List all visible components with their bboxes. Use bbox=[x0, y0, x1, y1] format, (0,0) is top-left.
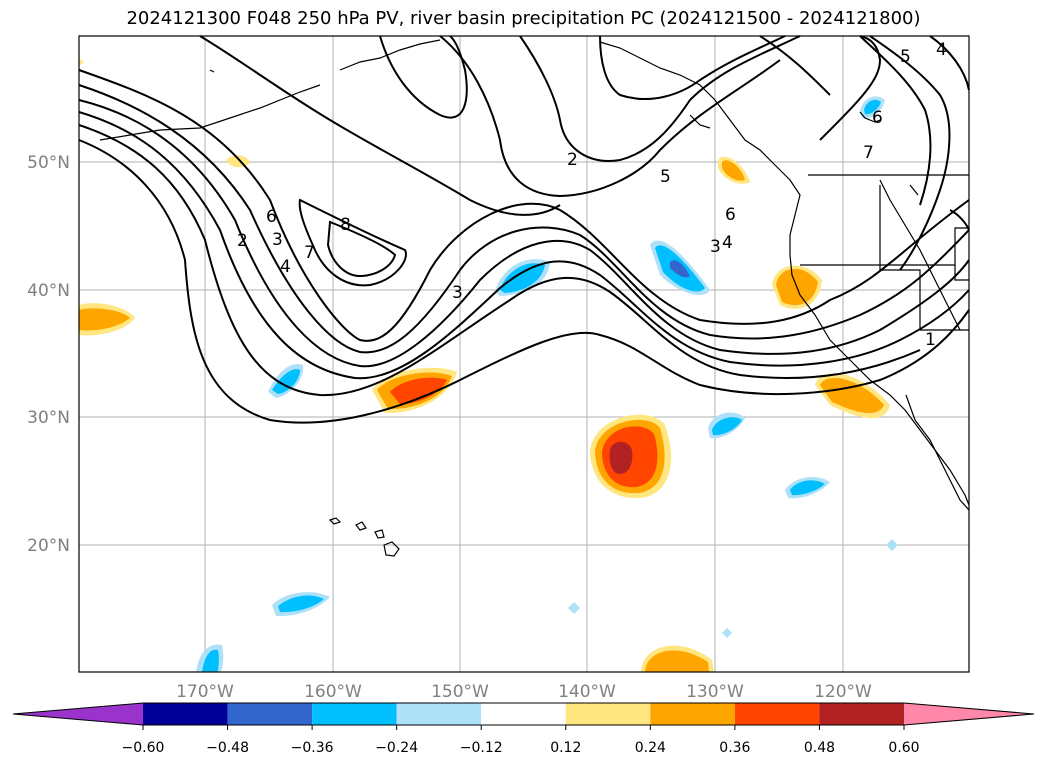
pv-contours bbox=[78, 35, 970, 424]
shade-neg-d2 bbox=[712, 417, 742, 436]
shade-pos-h bbox=[226, 155, 250, 168]
graticule bbox=[79, 36, 969, 672]
lon-tick-label: 120°W bbox=[814, 682, 872, 702]
contour-label: 7 bbox=[863, 143, 874, 163]
lon-tick-label: 130°W bbox=[686, 682, 744, 702]
shade-neg-c3 bbox=[670, 260, 690, 278]
lon-tick-label: 150°W bbox=[431, 682, 489, 702]
contour-label: 4 bbox=[280, 257, 291, 277]
colorbar-tick-label: 0.48 bbox=[804, 740, 835, 756]
shade-pos-a2 bbox=[79, 308, 130, 331]
colorbar-tick-label: 0.60 bbox=[888, 740, 919, 756]
shade-neg-h2 bbox=[864, 99, 881, 115]
shade-pos-d2 bbox=[645, 650, 709, 672]
colorbar-tick-label: 0.12 bbox=[550, 740, 581, 756]
colorbar-bin bbox=[227, 703, 313, 725]
shade-neg-b2 bbox=[500, 263, 545, 293]
colorbar-bin bbox=[565, 703, 651, 725]
contour-label: 4 bbox=[936, 40, 947, 60]
shade-neg-e2 bbox=[790, 480, 825, 496]
shade-neg-f2 bbox=[278, 595, 324, 613]
shade-neg-i bbox=[568, 602, 580, 614]
colorbar-extend-high bbox=[904, 703, 1034, 725]
shade-neg-k bbox=[886, 539, 898, 551]
shade-pos-i bbox=[79, 58, 84, 66]
colorbar-bin bbox=[312, 703, 397, 725]
contour-label: 5 bbox=[660, 167, 671, 187]
lon-tick-labels: 170°W 160°W 150°W 140°W 130°W 120°W bbox=[176, 682, 872, 702]
colorbar-extend-low bbox=[13, 703, 143, 725]
contour-label: 1 bbox=[925, 330, 936, 350]
contour-label: 4 bbox=[722, 233, 733, 253]
shade-neg-a2 bbox=[272, 369, 300, 394]
colorbar-bin bbox=[143, 703, 228, 725]
colorbar-tick-label: −0.48 bbox=[206, 740, 249, 756]
colorbar: −0.60 −0.48 −0.36 −0.24 −0.12 0.12 0.24 0.36 0.4… bbox=[12, 702, 1035, 756]
lon-tick-label: 160°W bbox=[304, 682, 362, 702]
colorbar-bin bbox=[734, 703, 820, 725]
contour-label: 5 bbox=[900, 47, 911, 67]
shade-neg-j bbox=[722, 628, 732, 638]
shade-pos-f2 bbox=[820, 377, 884, 414]
contour-label: 6 bbox=[725, 205, 736, 225]
shade-pos-c4 bbox=[609, 441, 633, 474]
lat-tick-label: 20°N bbox=[27, 536, 70, 556]
coastlines bbox=[99, 39, 970, 557]
colorbar-bin bbox=[481, 703, 566, 725]
contour-label: 3 bbox=[452, 283, 463, 303]
lat-tick-labels: 50°N 40°N 30°N 20°N bbox=[27, 153, 70, 556]
contour-label: 6 bbox=[872, 108, 883, 128]
lon-tick-label: 170°W bbox=[176, 682, 234, 702]
lon-tick-label: 140°W bbox=[558, 682, 616, 702]
contour-label: 7 bbox=[304, 243, 315, 263]
precip-shading bbox=[79, 58, 898, 672]
colorbar-bin bbox=[819, 703, 904, 725]
colorbar-tick-label: −0.36 bbox=[291, 740, 334, 756]
contour-label: 3 bbox=[710, 237, 721, 257]
map-frame bbox=[78, 35, 970, 673]
colorbar-bin bbox=[650, 703, 735, 725]
contour-label: 2 bbox=[567, 150, 578, 170]
shade-pos-b3 bbox=[390, 377, 447, 404]
contour-label: 8 bbox=[340, 215, 351, 235]
lat-tick-label: 40°N bbox=[27, 281, 70, 301]
shade-pos-g2 bbox=[722, 160, 745, 181]
lat-tick-label: 50°N bbox=[27, 153, 70, 173]
shade-neg-g2 bbox=[202, 649, 219, 672]
contour-label-group: 2 6 3 4 7 8 3 2 5 6 3 4 7 6 5 4 1 bbox=[237, 40, 947, 350]
colorbar-tick-label: −0.60 bbox=[122, 740, 165, 756]
colorbar-bin bbox=[396, 703, 482, 725]
contour-label: 3 bbox=[272, 230, 283, 250]
lat-tick-label: 30°N bbox=[27, 408, 70, 428]
colorbar-tick-label: 0.24 bbox=[635, 740, 666, 756]
contour-label: 2 bbox=[237, 231, 248, 251]
map-title: 2024121300 F048 250 hPa PV, river basin … bbox=[126, 8, 921, 29]
colorbar-tick-label: −0.24 bbox=[375, 740, 418, 756]
contour-label: 6 bbox=[266, 207, 277, 227]
colorbar-tick-label: 0.36 bbox=[719, 740, 750, 756]
colorbar-tick-label: −0.12 bbox=[460, 740, 503, 756]
